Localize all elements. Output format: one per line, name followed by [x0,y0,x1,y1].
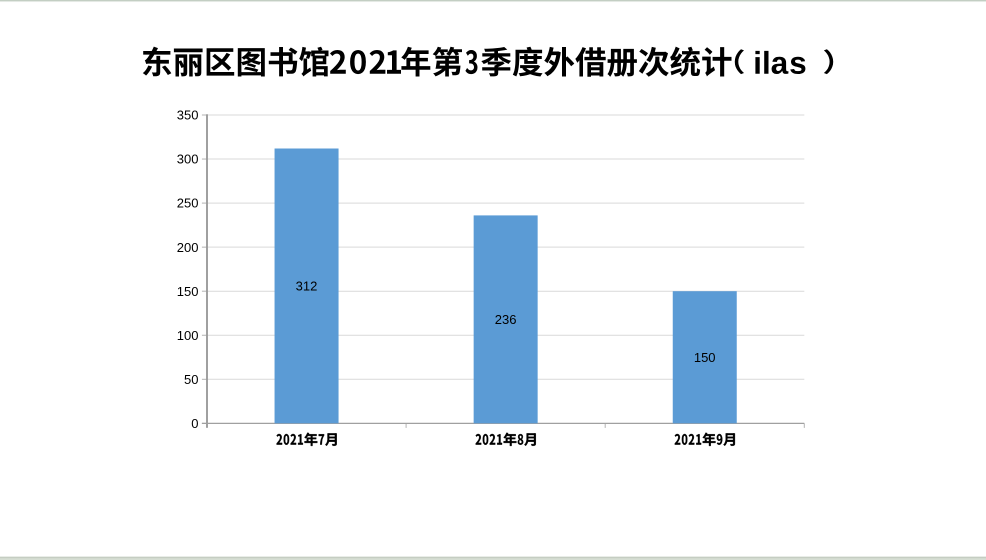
svg-text:150: 150 [177,284,199,299]
svg-text:200: 200 [177,240,199,255]
svg-text:50: 50 [184,372,198,387]
svg-text:100: 100 [177,328,199,343]
svg-text:312: 312 [296,279,318,294]
svg-text:300: 300 [177,152,199,167]
svg-text:236: 236 [495,312,517,327]
svg-text:250: 250 [177,196,199,211]
svg-text:150: 150 [694,350,716,365]
svg-text:350: 350 [177,108,199,123]
svg-text:0: 0 [191,416,198,431]
